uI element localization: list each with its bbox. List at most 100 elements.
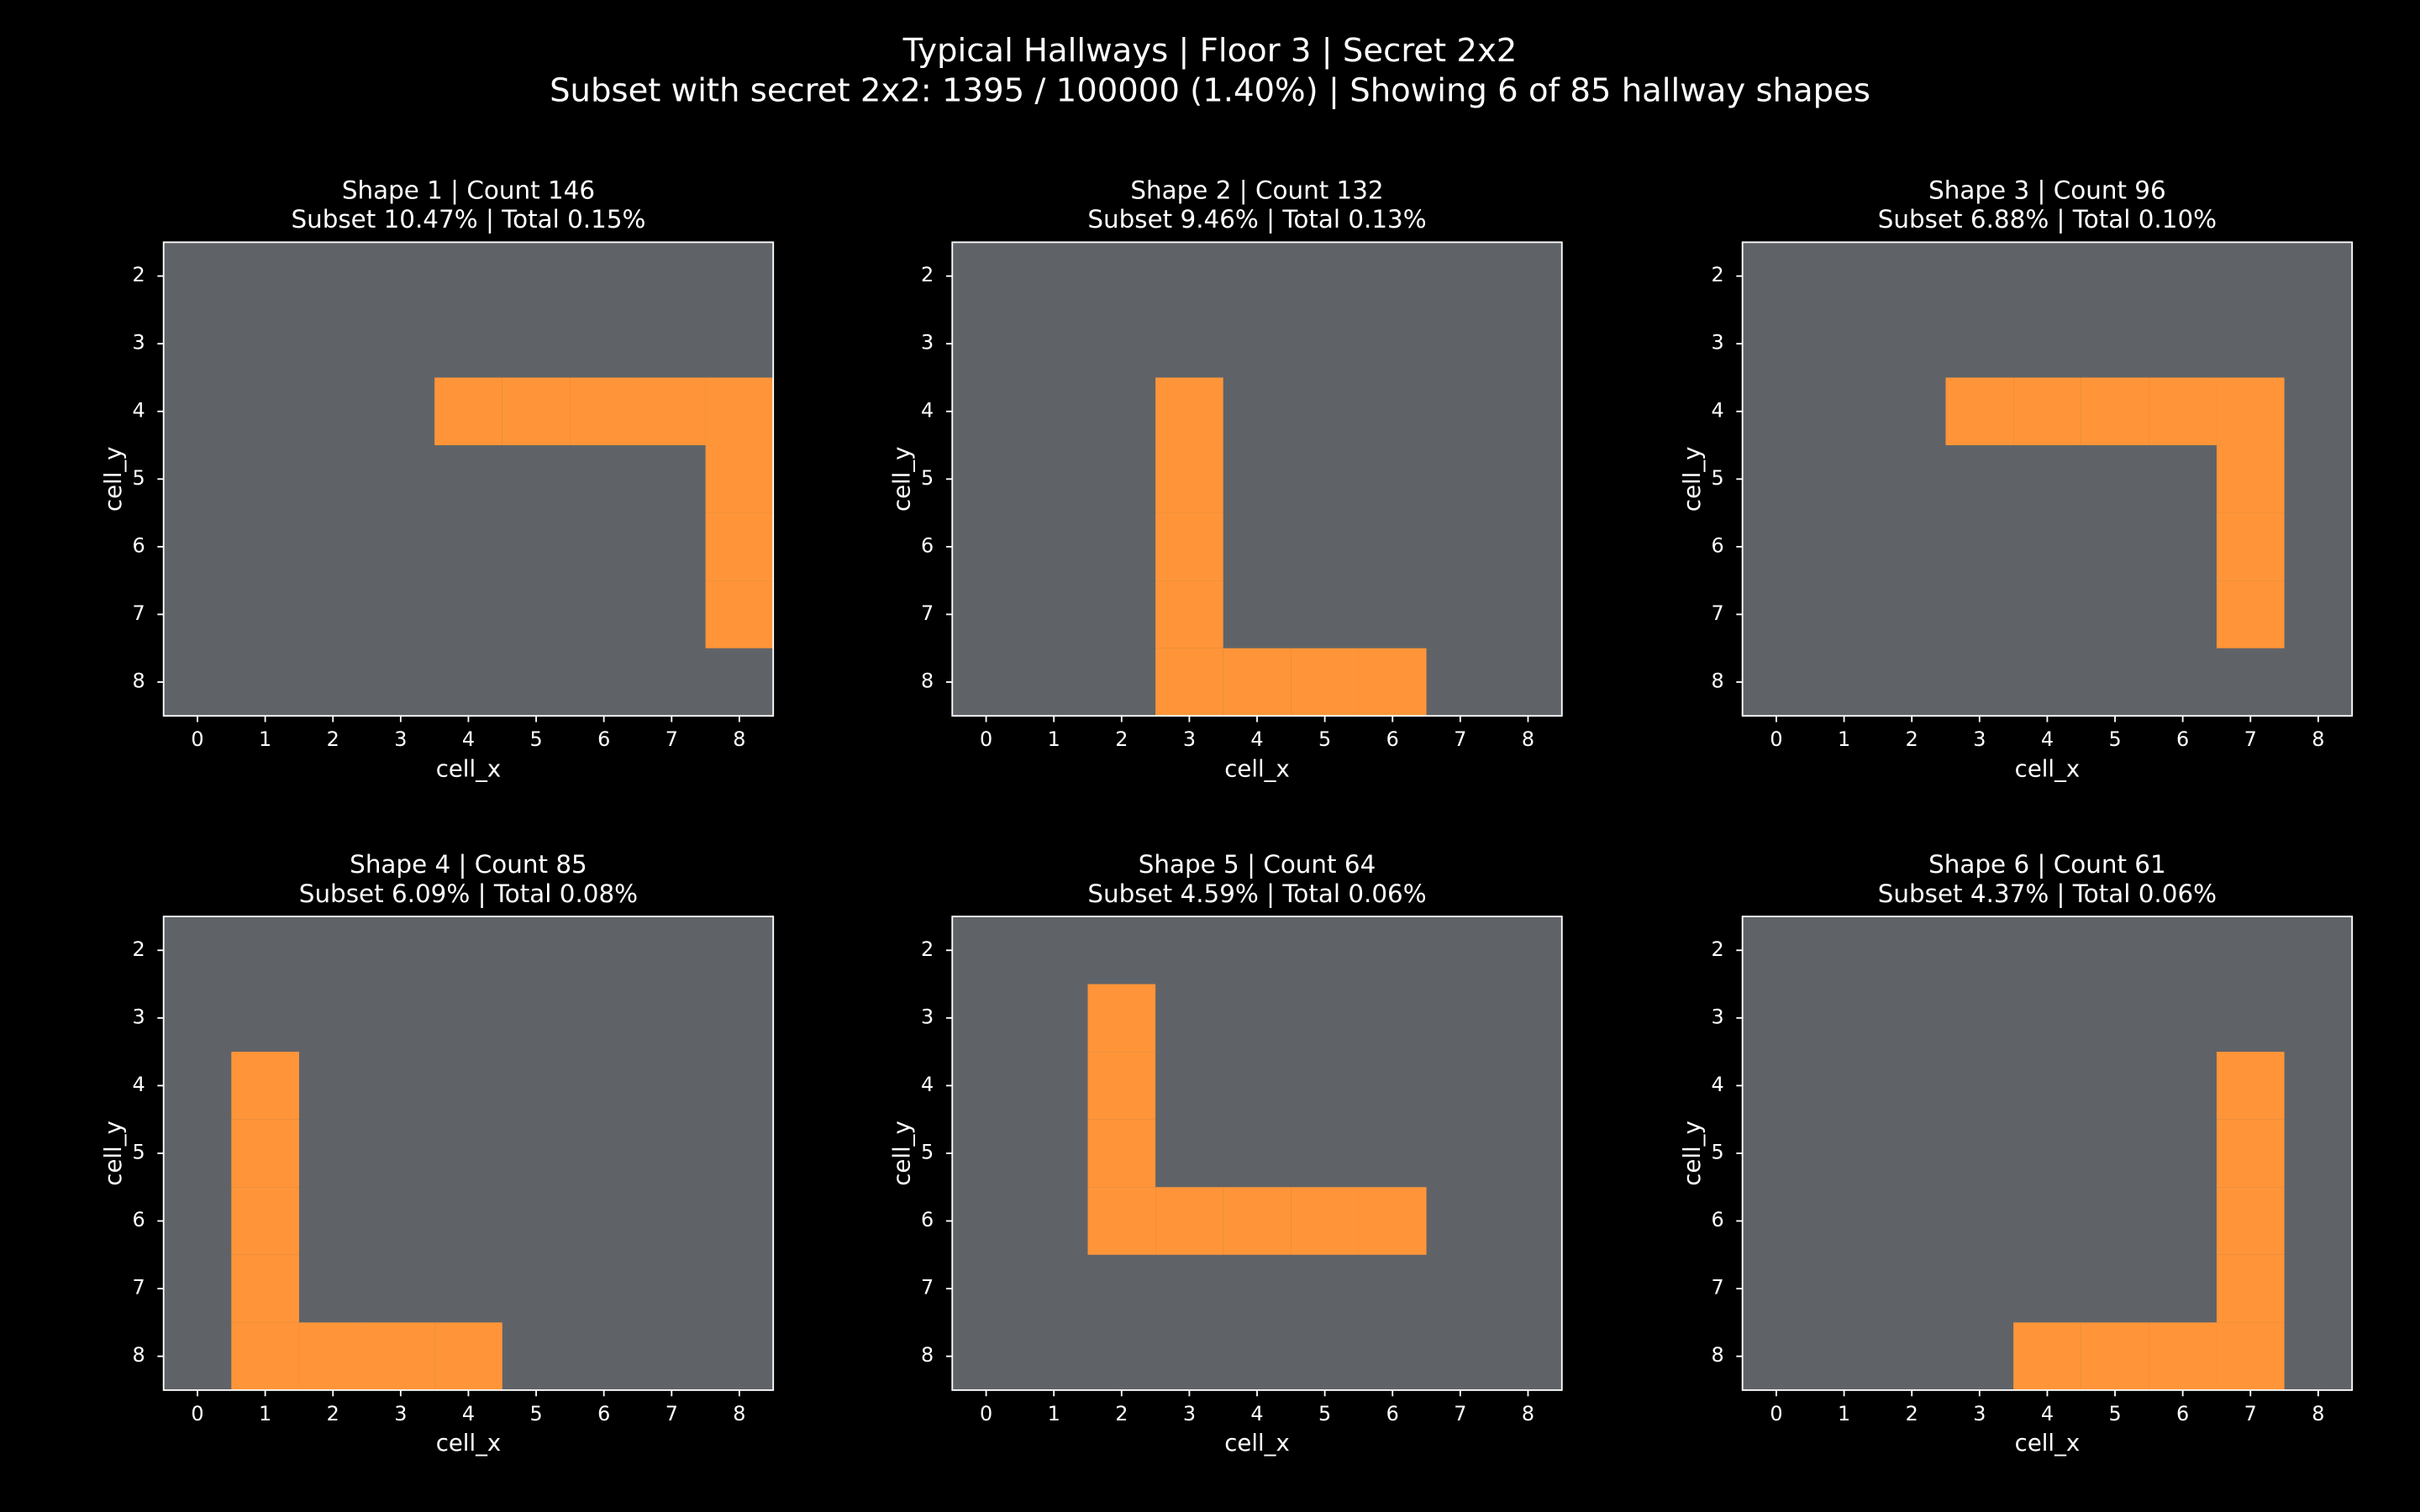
panel-subtitle: Subset 9.46% | Total 0.13% <box>1087 205 1426 234</box>
y-tick-label: 3 <box>921 1005 934 1028</box>
y-tick-label: 4 <box>132 398 145 422</box>
x-tick-label: 6 <box>2176 727 2189 751</box>
y-tick-label: 6 <box>921 1208 934 1231</box>
x-tick-label: 3 <box>394 727 407 751</box>
cell <box>1087 1187 1156 1255</box>
cell <box>705 580 774 648</box>
panel-title: Shape 5 | Count 64 <box>1139 850 1376 879</box>
cell <box>1155 377 1223 446</box>
x-tick-label: 1 <box>1048 727 1060 751</box>
cell <box>2216 1254 2285 1323</box>
x-tick-label: 6 <box>2176 1402 2189 1425</box>
x-tick-label: 6 <box>1386 1402 1399 1425</box>
x-tick-label: 6 <box>597 1402 610 1425</box>
y-tick-label: 5 <box>921 1140 934 1163</box>
y-tick-label: 7 <box>1711 1276 1723 1299</box>
x-tick-label: 1 <box>259 727 271 751</box>
cell <box>2216 580 2285 648</box>
x-tick-label: 8 <box>2312 1402 2324 1425</box>
cell <box>1087 1052 1156 1120</box>
cell <box>705 377 774 446</box>
cell <box>231 1052 299 1120</box>
cell <box>434 1322 502 1390</box>
y-tick-label: 6 <box>1711 533 1723 557</box>
y-tick-label: 7 <box>921 601 934 625</box>
x-tick-label: 4 <box>2041 727 2054 751</box>
cell <box>2216 1187 2285 1255</box>
y-tick-label: 3 <box>1711 1005 1723 1028</box>
plot-area <box>163 242 774 717</box>
cell <box>1358 648 1427 717</box>
cell <box>1155 512 1223 581</box>
cell <box>2013 377 2081 446</box>
x-tick-label: 8 <box>2312 727 2324 751</box>
x-tick-label: 2 <box>1906 1402 1918 1425</box>
cell <box>1291 648 1359 717</box>
cell <box>2216 1052 2285 1120</box>
figure-subtitle: Subset with secret 2x2: 1395 / 100000 (1… <box>550 72 1870 110</box>
panel-subtitle: Subset 6.09% | Total 0.08% <box>299 879 638 909</box>
cell <box>1291 1187 1359 1255</box>
y-axis-label: cell_y <box>100 1121 127 1185</box>
cell <box>231 1119 299 1188</box>
x-tick-label: 4 <box>462 1402 475 1425</box>
cell <box>705 445 774 513</box>
y-tick-label: 6 <box>1711 1208 1723 1231</box>
y-axis-label: cell_y <box>100 447 127 512</box>
y-tick-label: 5 <box>1711 466 1723 490</box>
y-tick-label: 2 <box>132 937 145 961</box>
x-tick-label: 5 <box>2108 727 2121 751</box>
panel-title: Shape 4 | Count 85 <box>350 850 587 879</box>
x-tick-label: 2 <box>1906 727 1918 751</box>
panel-subtitle: Subset 4.59% | Total 0.06% <box>1087 879 1426 909</box>
cell <box>1223 648 1292 717</box>
y-tick-label: 8 <box>1711 1343 1723 1367</box>
x-tick-label: 7 <box>2244 727 2257 751</box>
panel-title: Shape 1 | Count 146 <box>342 176 595 205</box>
x-tick-label: 8 <box>733 1402 745 1425</box>
cell <box>1155 445 1223 513</box>
cell <box>570 377 638 446</box>
x-tick-label: 1 <box>1838 1402 1850 1425</box>
x-axis-label: cell_x <box>2015 756 2080 783</box>
cell <box>2216 1119 2285 1188</box>
cell <box>2216 512 2285 581</box>
y-tick-label: 3 <box>132 331 145 354</box>
x-tick-label: 5 <box>1318 1402 1331 1425</box>
y-tick-label: 4 <box>1711 398 1723 422</box>
cell <box>502 377 571 446</box>
cell <box>2081 1322 2149 1390</box>
x-axis-label: cell_x <box>1224 756 1289 783</box>
x-tick-label: 8 <box>1522 727 1534 751</box>
y-axis-label: cell_y <box>1679 1121 1706 1185</box>
y-tick-label: 4 <box>921 398 934 422</box>
x-tick-label: 0 <box>980 1402 992 1425</box>
cell <box>231 1322 299 1390</box>
cell <box>1087 1119 1156 1188</box>
x-tick-label: 1 <box>259 1402 271 1425</box>
panel-subtitle: Subset 4.37% | Total 0.06% <box>1878 879 2217 909</box>
cell <box>2149 377 2217 446</box>
x-axis-label: cell_x <box>1224 1430 1289 1457</box>
panel-subtitle: Subset 10.47% | Total 0.15% <box>291 205 645 234</box>
y-tick-label: 7 <box>132 601 145 625</box>
x-tick-label: 2 <box>1115 727 1128 751</box>
x-tick-label: 7 <box>1454 1402 1466 1425</box>
x-tick-label: 7 <box>2244 1402 2257 1425</box>
y-tick-label: 2 <box>1711 937 1723 961</box>
cell <box>1155 648 1223 717</box>
x-tick-label: 8 <box>1522 1402 1534 1425</box>
plot-area <box>952 916 1562 1390</box>
cell <box>1155 580 1223 648</box>
cell <box>2013 1322 2081 1390</box>
y-tick-label: 8 <box>132 1343 145 1367</box>
x-tick-label: 4 <box>1250 1402 1263 1425</box>
x-tick-label: 5 <box>1318 727 1331 751</box>
y-tick-label: 7 <box>132 1276 145 1299</box>
x-tick-label: 6 <box>597 727 610 751</box>
x-tick-label: 0 <box>191 727 203 751</box>
panel-title: Shape 3 | Count 96 <box>1928 176 2166 205</box>
y-tick-label: 5 <box>921 466 934 490</box>
